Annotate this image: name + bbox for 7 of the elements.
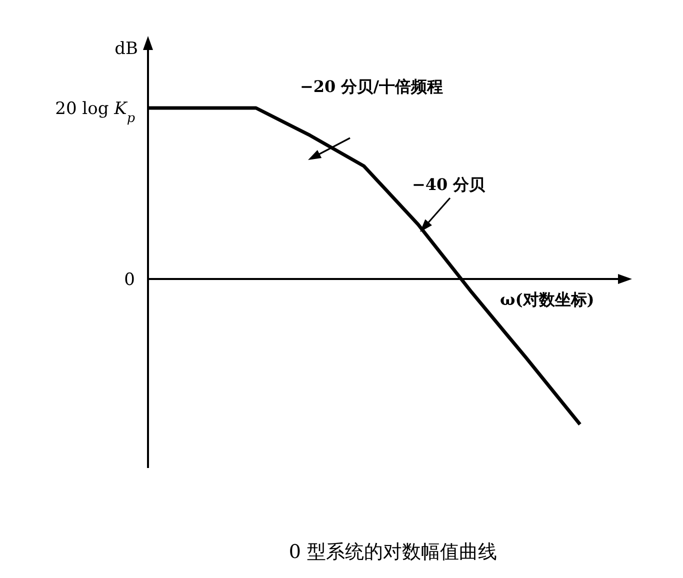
annotation: 0 <box>124 270 135 290</box>
xlabel: ω(对数坐标) <box>500 290 594 309</box>
title: 0 型系统的对数幅值曲线 <box>288 541 498 563</box>
annotation: 20 log K$_{p}$ <box>55 99 135 126</box>
ylabel: dB <box>114 39 138 59</box>
annotation: −20 分贝/十倍频程 <box>300 77 444 96</box>
annotation: −40 分贝 <box>412 175 486 194</box>
